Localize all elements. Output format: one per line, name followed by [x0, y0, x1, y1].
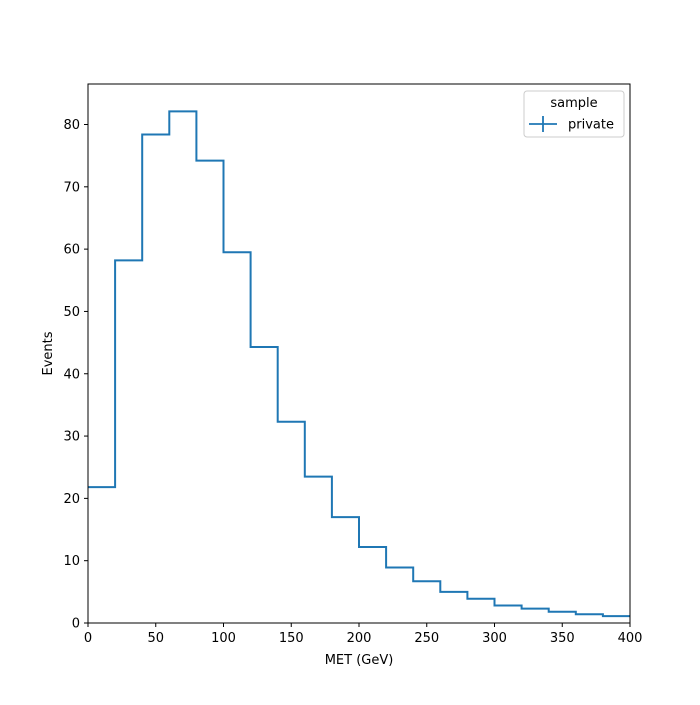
- histogram-bin: [251, 347, 278, 623]
- y-tick-label: 20: [63, 492, 80, 507]
- y-tick-label: 40: [63, 367, 80, 382]
- legend-handle-icon: [529, 116, 557, 132]
- y-tick-label: 0: [72, 617, 80, 632]
- y-tick-label: 10: [63, 554, 80, 569]
- histogram-bin: [169, 111, 196, 623]
- histogram-bin: [549, 612, 576, 623]
- legend-title: sample: [550, 96, 597, 111]
- axes: 0 50 100 150 200 250 300 350 400 0 10 20 30 40 50 60 70 8…: [41, 83, 643, 668]
- histogram-bin: [467, 599, 494, 623]
- plot-content: [88, 110, 630, 623]
- histogram-bin: [386, 568, 413, 623]
- histogram-bin: [115, 260, 142, 623]
- histogram-bin: [359, 547, 386, 623]
- histogram-bin: [413, 581, 440, 623]
- histogram-bin: [495, 606, 522, 623]
- histogram-bin: [576, 614, 603, 623]
- y-tick-label: 30: [63, 430, 80, 445]
- y-tick-label: 50: [63, 305, 80, 320]
- legend-label: private: [568, 118, 614, 133]
- histogram-bin: [278, 422, 305, 623]
- x-tick-label: 150: [279, 631, 304, 646]
- x-tick-label: 200: [347, 631, 372, 646]
- x-tick-label: 0: [84, 631, 92, 646]
- x-tick-label: 250: [414, 631, 439, 646]
- histogram-bin: [88, 487, 115, 623]
- x-axis-label: MET (GeV): [325, 653, 394, 668]
- legend: sample private: [523, 90, 625, 138]
- x-tick-label: 300: [482, 631, 507, 646]
- x-tick-label: 400: [618, 631, 643, 646]
- histogram-bin: [196, 161, 223, 623]
- y-tick-label: 60: [63, 243, 80, 258]
- legend-box: [523, 90, 625, 138]
- histogram-bin: [522, 609, 549, 623]
- x-tick-label: 100: [211, 631, 236, 646]
- y-tick-label: 80: [63, 118, 80, 133]
- histogram-series-private: [88, 110, 630, 618]
- histogram-bin: [305, 477, 332, 623]
- x-tick-label: 350: [550, 631, 575, 646]
- histogram-bin: [603, 616, 630, 623]
- y-tick-label: 70: [63, 180, 80, 195]
- x-tick-label: 50: [147, 631, 164, 646]
- histogram-bin: [224, 252, 251, 623]
- histogram-bin: [332, 517, 359, 623]
- y-axis-label: Events: [41, 331, 56, 375]
- histogram-bin: [440, 592, 467, 623]
- histogram-bin: [142, 134, 169, 623]
